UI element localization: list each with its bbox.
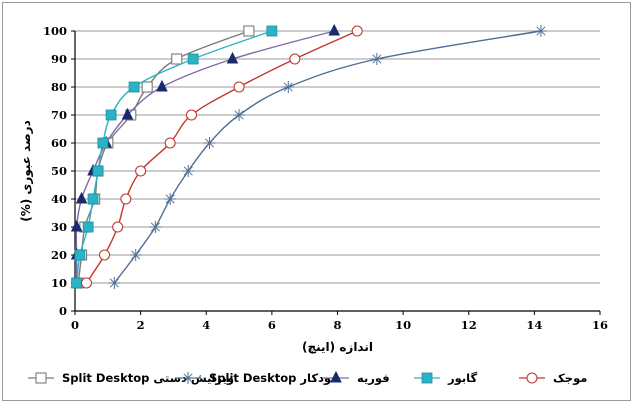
data-point <box>70 219 83 232</box>
legend-item: موجک <box>519 371 587 386</box>
data-point <box>75 191 88 204</box>
data-point <box>82 221 94 233</box>
chart-frame <box>2 2 631 401</box>
legend-label: موجک <box>553 371 587 386</box>
data-point <box>129 249 142 261</box>
data-point <box>233 109 246 121</box>
series-line <box>113 30 542 284</box>
data-point <box>156 79 168 92</box>
x-tick-label: 6 <box>268 318 276 332</box>
data-point <box>233 81 245 93</box>
series-2 <box>70 23 341 288</box>
x-tick-label: 16 <box>592 318 608 332</box>
data-point <box>203 137 216 149</box>
series-1 <box>108 25 547 289</box>
data-point <box>266 25 278 37</box>
y-tick-label: 30 <box>51 220 67 234</box>
series-line <box>75 30 273 284</box>
data-point <box>108 277 121 289</box>
data-point <box>71 277 83 289</box>
y-tick-label: 70 <box>51 108 67 122</box>
tick-labels: 0 10 20 30 40 50 60 70 80 90 100 0 2 4 6 8 10 12 14 16 <box>43 24 608 332</box>
y-tick-label: 20 <box>51 248 67 262</box>
y-tick-label: 50 <box>51 164 67 178</box>
y-tick-label: 100 <box>43 24 67 38</box>
y-tick-label: 10 <box>51 276 67 290</box>
legend-swatch-marker <box>35 372 47 384</box>
legend-item: Split Desktop خودکار <box>175 371 339 386</box>
data-point <box>128 81 140 93</box>
series-layer <box>70 23 547 289</box>
x-tick-label: 8 <box>333 318 341 332</box>
y-axis-title: درصد عبوری (%) <box>19 120 34 221</box>
legend-item: Split Desktop ویرایش دستی <box>28 371 234 386</box>
data-point <box>164 137 176 149</box>
x-tick-label: 12 <box>461 318 477 332</box>
legend-label: Split Desktop خودکار <box>209 371 339 386</box>
data-point <box>370 53 383 65</box>
y-tick-label: 40 <box>51 192 67 206</box>
data-point <box>289 53 301 65</box>
x-tick-label: 2 <box>137 318 145 332</box>
data-point <box>164 193 177 205</box>
legend-swatch-marker <box>330 370 342 383</box>
x-tick-label: 4 <box>202 318 210 332</box>
data-point <box>243 25 255 37</box>
series-line <box>77 30 250 284</box>
x-tick-label: 10 <box>395 318 411 332</box>
data-point <box>105 109 117 121</box>
data-point <box>87 193 99 205</box>
data-point <box>328 23 341 36</box>
data-point <box>182 165 195 177</box>
data-point <box>187 53 199 65</box>
series-line <box>75 30 335 283</box>
data-point <box>121 107 134 120</box>
data-point <box>120 193 132 205</box>
legend-swatch-marker <box>182 372 194 384</box>
data-point <box>135 165 147 177</box>
x-axis-title: اندازه (اینچ) <box>302 340 373 354</box>
data-point <box>282 81 295 93</box>
y-tick-label: 60 <box>51 136 67 150</box>
series-4 <box>80 25 363 289</box>
legend-item: گابور <box>414 371 477 386</box>
data-point <box>171 53 183 65</box>
data-point <box>534 25 547 37</box>
data-point <box>92 165 104 177</box>
data-point <box>351 25 363 37</box>
axes <box>71 30 601 315</box>
data-point <box>98 249 111 261</box>
series-3 <box>71 25 278 289</box>
data-point <box>226 51 239 64</box>
y-tick-label: 90 <box>51 52 67 66</box>
data-point <box>141 81 153 93</box>
legend-item: فوریه <box>323 370 390 386</box>
legend-swatch-marker <box>526 372 538 384</box>
data-point <box>112 221 124 233</box>
y-tick-label: 0 <box>59 304 67 318</box>
x-tick-label: 0 <box>71 318 79 332</box>
data-point <box>74 249 86 261</box>
x-tick-label: 14 <box>526 318 542 332</box>
y-tick-label: 80 <box>51 80 67 94</box>
data-point <box>80 277 93 289</box>
data-point <box>185 109 198 121</box>
legend-label: فوریه <box>357 371 390 386</box>
data-point <box>97 137 109 149</box>
legend-label: گابور <box>447 371 477 386</box>
data-point <box>149 221 162 233</box>
series-line <box>85 30 358 284</box>
legend-swatch-marker <box>421 372 433 384</box>
